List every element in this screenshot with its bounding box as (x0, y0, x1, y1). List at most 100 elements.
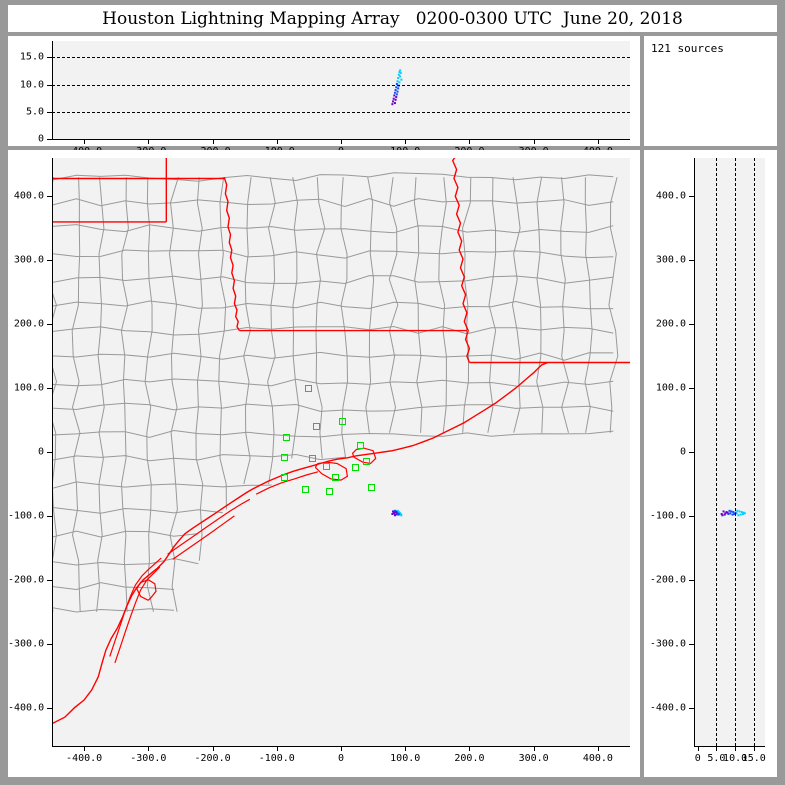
county-border (144, 177, 154, 612)
lma-station-marker[interactable] (368, 483, 376, 491)
map-ytick-label: -100.0 (8, 510, 45, 522)
map-ytick-label: 0 (37, 446, 44, 458)
lightning-source (395, 86, 398, 89)
lightning-source (396, 80, 399, 83)
altitude-vs-east-west-plot[interactable] (52, 41, 630, 139)
lightning-source (396, 90, 399, 93)
map-xtick (212, 746, 214, 751)
map-ytick (47, 260, 52, 262)
lma-station-marker[interactable] (351, 464, 359, 472)
lma-station-marker[interactable] (356, 442, 364, 450)
top-xtick (148, 139, 150, 144)
map-ytick-label: 400.0 (13, 190, 44, 202)
right-xtick (753, 746, 755, 751)
lightning-source (392, 510, 395, 513)
county-border (52, 506, 223, 514)
gridline-alt (753, 158, 755, 746)
lma-station-marker[interactable] (280, 474, 288, 482)
barrier-island (172, 515, 235, 560)
texas-west-border (223, 176, 241, 331)
right-ytick-label: 300.0 (655, 254, 686, 266)
county-border (536, 177, 544, 433)
barrier-island (109, 557, 162, 657)
lma-station-marker[interactable] (363, 458, 371, 466)
lightning-source (395, 93, 398, 96)
right-ytick (689, 643, 694, 645)
right-ytick (689, 452, 694, 453)
county-border (52, 429, 614, 438)
county-border (52, 300, 614, 310)
map-ytick (47, 643, 52, 645)
lma-station-marker[interactable] (282, 434, 290, 442)
map-xtick-label: 0 (337, 753, 345, 764)
lma-station-marker[interactable] (325, 488, 333, 496)
lma-station-marker[interactable] (305, 384, 313, 392)
lightning-source (393, 514, 396, 517)
county-border (511, 177, 521, 433)
lightning-source (730, 510, 733, 513)
lightning-source (400, 78, 403, 81)
county-border (218, 177, 227, 510)
barrier-island (114, 566, 161, 664)
county-border (560, 177, 570, 433)
top-xtick (405, 139, 407, 144)
lightning-source (397, 84, 400, 87)
lma-station-marker[interactable] (309, 454, 317, 462)
county-border (315, 177, 326, 459)
lma-station-marker[interactable] (302, 485, 310, 493)
lma-station-marker[interactable] (339, 417, 347, 425)
right-xtick (716, 746, 718, 751)
county-border (168, 177, 179, 612)
north-south-vs-altitude-plot[interactable] (694, 158, 765, 746)
lma-station-marker[interactable] (280, 453, 288, 461)
lma-station-marker[interactable] (313, 422, 321, 430)
right-ytick-label: -200.0 (649, 574, 686, 586)
map-xtick (84, 746, 86, 751)
lightning-source (392, 512, 395, 515)
county-border (52, 453, 345, 462)
county-border (52, 198, 614, 208)
title-bar: Houston Lightning Mapping Array 0200-030… (8, 5, 777, 32)
lightning-source (393, 509, 396, 512)
lightning-source (393, 91, 396, 94)
right-ytick-label: -400.0 (649, 702, 686, 714)
right-x-axis (694, 746, 765, 747)
lightning-source (398, 71, 401, 74)
map-xtick (276, 746, 278, 751)
right-ytick (689, 707, 694, 709)
map-xtick-label: 200.0 (454, 753, 485, 764)
right-xtick-label: 5.0 (707, 753, 726, 764)
right-ytick (689, 579, 694, 581)
top-xtick (84, 139, 86, 144)
top-y-axis (52, 41, 53, 139)
county-border (52, 351, 614, 361)
lightning-source (736, 509, 739, 512)
lightning-source (720, 512, 723, 515)
right-ytick-label: 0 (679, 446, 686, 458)
lightning-source (721, 514, 724, 517)
lightning-source (397, 513, 400, 516)
map-xtick-label: 100.0 (390, 753, 421, 764)
map-geography-layer (52, 158, 630, 725)
lightning-source (395, 511, 398, 514)
county-border (52, 325, 614, 336)
plan-view-map-plot[interactable] (52, 158, 630, 746)
lightning-source (732, 511, 735, 514)
map-xtick-label: -400.0 (66, 753, 103, 764)
lightning-source (733, 512, 736, 515)
right-ytick-label: 400.0 (655, 190, 686, 202)
top-xtick (469, 139, 471, 144)
right-ytick (689, 515, 694, 517)
lightning-source (400, 514, 403, 517)
map-ytick-label: -300.0 (8, 638, 45, 650)
gridline-alt-5.0 (52, 111, 630, 113)
lma-station-marker[interactable] (332, 474, 340, 482)
map-ytick-label: -200.0 (8, 574, 45, 586)
county-border (52, 275, 614, 285)
right-ytick-label: 200.0 (655, 318, 686, 330)
county-border (584, 177, 593, 433)
county-border (52, 224, 614, 234)
lma-station-marker[interactable] (323, 462, 331, 470)
lightning-source (399, 69, 402, 72)
map-ytick (47, 388, 52, 390)
